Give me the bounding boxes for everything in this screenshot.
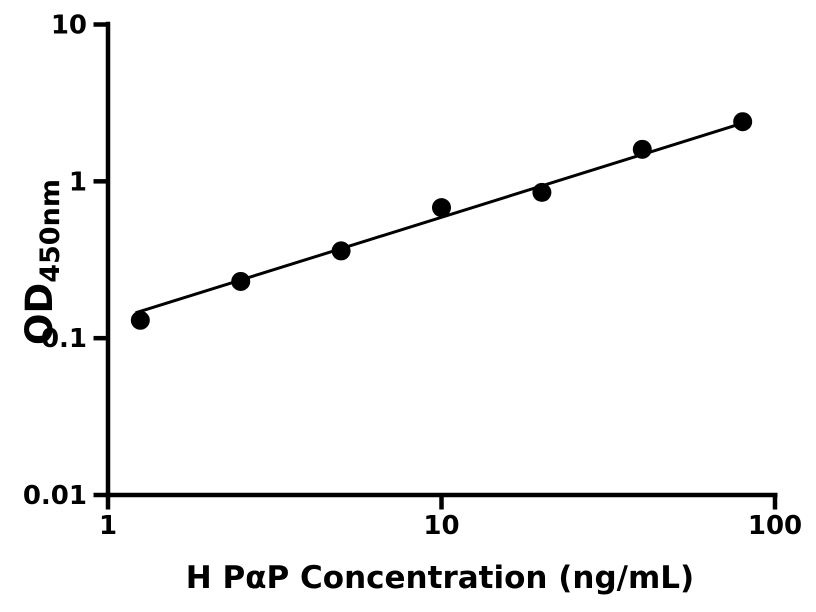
y-tick-label: 0.1 (41, 324, 87, 354)
data-point (432, 198, 451, 218)
x-axis-title: H PαP Concentration (ng/mL) (186, 560, 694, 596)
y-tick-label: 0.01 (23, 481, 87, 511)
data-point (632, 139, 652, 159)
y-tick-label: 10 (51, 11, 87, 41)
y-axis-ticks: 10 1 0.1 0.01 (23, 11, 108, 511)
y-tick-label: 1 (69, 167, 87, 197)
y-axis-title-subscript: 450nm (35, 179, 66, 283)
x-tick-label: 1 (99, 511, 117, 541)
axes: 10 1 0.1 0.01 1 10 100 (23, 11, 802, 541)
data-point (532, 182, 552, 202)
data-point (130, 310, 150, 330)
data-point (231, 271, 251, 291)
x-axis-ticks: 1 10 100 (99, 495, 802, 541)
y-axis-title: OD450nm (18, 179, 66, 345)
data-points (130, 112, 753, 330)
x-tick-label: 10 (423, 511, 459, 541)
x-tick-label: 100 (748, 511, 802, 541)
data-point (733, 112, 753, 132)
data-point (331, 241, 351, 261)
y-axis-title-main: OD (18, 283, 61, 345)
fit-line (135, 121, 745, 315)
